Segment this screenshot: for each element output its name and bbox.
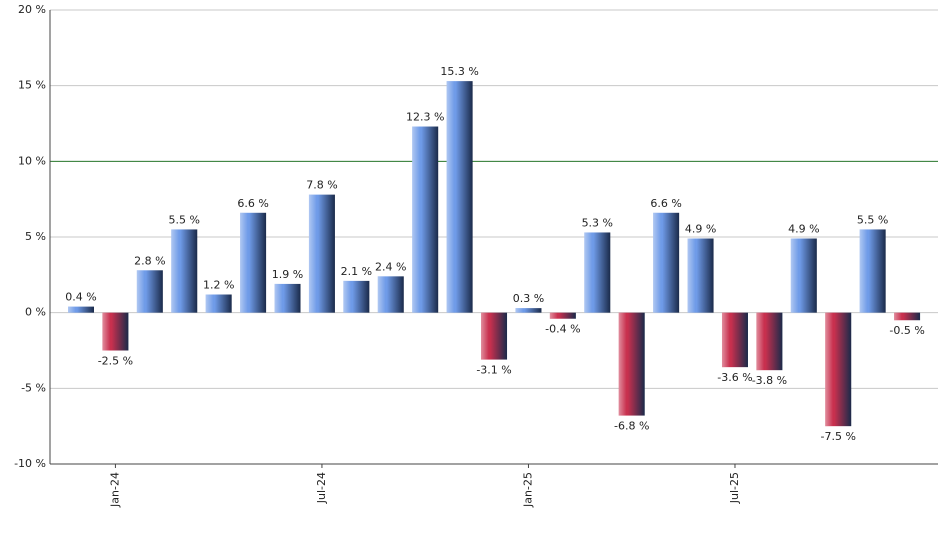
bar-highlight <box>446 81 473 313</box>
data-label: 1.9 % <box>272 268 303 281</box>
data-label: 15.3 % <box>440 65 478 78</box>
x-tick-label: Jul-24 <box>315 472 328 504</box>
bar-highlight <box>825 312 852 427</box>
data-label: 4.9 % <box>685 223 716 236</box>
data-label: 1.2 % <box>203 279 234 292</box>
data-label: 2.8 % <box>134 254 165 267</box>
data-label: 5.3 % <box>582 216 613 229</box>
bar-highlight <box>790 238 817 313</box>
data-label: 2.4 % <box>375 260 406 273</box>
data-label: -3.8 % <box>752 374 787 387</box>
y-tick-label: 20 % <box>18 3 46 16</box>
data-label: 6.6 % <box>650 197 681 210</box>
bar-highlight <box>102 312 129 351</box>
bar-highlight <box>412 126 439 313</box>
bar-highlight <box>240 212 267 313</box>
bar-highlight <box>377 276 404 313</box>
y-tick-label: 5 % <box>25 230 46 243</box>
y-tick-label: -10 % <box>14 457 46 470</box>
data-label: 12.3 % <box>406 111 444 124</box>
bar-highlight <box>653 212 680 313</box>
data-label: 5.5 % <box>857 213 888 226</box>
x-tick-label: Jan-24 <box>108 472 121 508</box>
y-tick-label: -5 % <box>21 381 46 394</box>
bar-highlight <box>687 238 714 313</box>
bar-highlight <box>171 229 198 313</box>
bar-highlight <box>618 312 645 416</box>
bar-highlight <box>859 229 886 313</box>
data-label: -7.5 % <box>821 430 856 443</box>
data-label: -6.8 % <box>614 420 649 433</box>
bar-highlight <box>481 312 508 360</box>
bar-highlight <box>549 312 576 319</box>
y-tick-label: 0 % <box>25 306 46 319</box>
data-label: 7.8 % <box>306 179 337 192</box>
data-label: 0.3 % <box>513 292 544 305</box>
data-label: 5.5 % <box>169 213 200 226</box>
data-label: -0.5 % <box>889 324 924 337</box>
x-tick-label: Jul-25 <box>728 472 741 504</box>
data-label: -2.5 % <box>98 355 133 368</box>
y-tick-label: 10 % <box>18 154 46 167</box>
data-label: -0.4 % <box>545 323 580 336</box>
bar-highlight <box>343 280 370 313</box>
data-label: -3.6 % <box>717 371 752 384</box>
data-label: 2.1 % <box>341 265 372 278</box>
bar-highlight <box>136 270 163 313</box>
data-label: -3.1 % <box>476 364 511 377</box>
y-tick-label: 15 % <box>18 79 46 92</box>
data-label: 0.4 % <box>65 291 96 304</box>
bar-highlight <box>756 312 783 371</box>
data-label: 6.6 % <box>237 197 268 210</box>
x-tick-label: Jan-25 <box>521 472 534 508</box>
bar-highlight <box>308 194 335 313</box>
bar-highlight <box>894 312 921 321</box>
bar-highlight <box>205 294 232 313</box>
bar-highlight <box>274 283 301 313</box>
bar-highlight <box>721 312 748 368</box>
bar-highlight <box>584 232 611 313</box>
bar-highlight <box>68 306 94 313</box>
data-label: 4.9 % <box>788 223 819 236</box>
bar-highlight <box>515 308 542 313</box>
